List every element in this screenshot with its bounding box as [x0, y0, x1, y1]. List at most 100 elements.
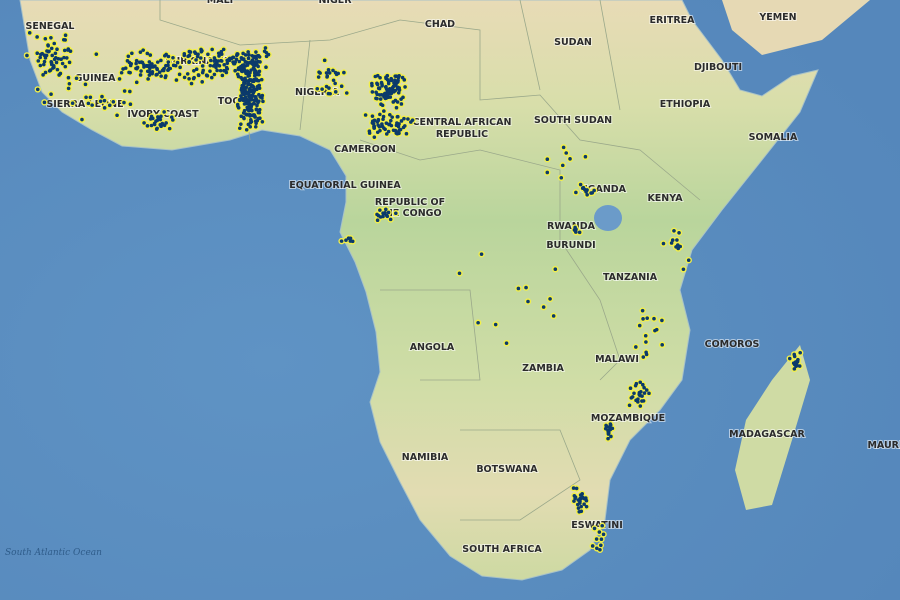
data-point[interactable]	[402, 78, 407, 82]
data-point[interactable]	[159, 74, 163, 78]
data-point[interactable]	[575, 502, 580, 507]
data-point[interactable]	[221, 47, 226, 52]
data-point[interactable]	[225, 61, 230, 66]
data-point[interactable]	[54, 60, 59, 65]
data-point[interactable]	[599, 537, 604, 541]
data-point[interactable]	[52, 41, 57, 46]
data-point[interactable]	[553, 267, 558, 271]
data-point[interactable]	[640, 308, 645, 313]
data-point[interactable]	[189, 81, 194, 86]
data-point[interactable]	[375, 96, 379, 101]
data-point[interactable]	[171, 55, 175, 60]
data-point[interactable]	[142, 121, 146, 125]
data-point[interactable]	[42, 59, 47, 64]
data-point[interactable]	[568, 157, 572, 161]
data-point[interactable]	[601, 532, 606, 537]
data-point[interactable]	[245, 63, 250, 67]
data-point[interactable]	[188, 50, 193, 54]
data-point[interactable]	[58, 71, 63, 76]
data-point[interactable]	[395, 115, 400, 119]
data-point[interactable]	[390, 115, 394, 119]
data-point[interactable]	[157, 70, 162, 75]
data-point[interactable]	[339, 84, 344, 89]
data-point[interactable]	[100, 94, 104, 99]
data-point[interactable]	[642, 385, 646, 390]
data-point[interactable]	[594, 537, 599, 541]
data-point[interactable]	[630, 395, 635, 399]
data-point[interactable]	[401, 95, 405, 100]
data-point[interactable]	[372, 135, 377, 139]
data-point[interactable]	[134, 61, 138, 66]
data-point[interactable]	[639, 389, 643, 394]
data-point[interactable]	[652, 316, 656, 321]
data-point[interactable]	[198, 56, 203, 60]
data-point[interactable]	[59, 57, 63, 61]
data-point[interactable]	[257, 107, 262, 112]
data-point[interactable]	[42, 100, 47, 105]
data-point[interactable]	[61, 37, 66, 42]
data-point[interactable]	[372, 126, 376, 130]
data-point[interactable]	[388, 112, 392, 117]
data-point[interactable]	[250, 89, 254, 94]
data-point[interactable]	[582, 502, 586, 506]
data-point[interactable]	[574, 190, 578, 195]
data-point[interactable]	[370, 90, 375, 94]
data-point[interactable]	[200, 48, 204, 53]
data-point[interactable]	[606, 436, 610, 441]
data-point[interactable]	[43, 70, 48, 75]
data-point[interactable]	[66, 48, 70, 52]
data-point[interactable]	[326, 91, 331, 96]
data-point[interactable]	[632, 391, 636, 396]
data-point[interactable]	[171, 118, 175, 122]
data-point[interactable]	[200, 80, 204, 84]
data-point[interactable]	[98, 99, 103, 104]
data-point[interactable]	[128, 63, 133, 68]
data-point[interactable]	[402, 116, 406, 121]
data-point[interactable]	[548, 297, 552, 301]
data-point[interactable]	[590, 544, 595, 548]
data-point[interactable]	[255, 103, 259, 108]
data-point[interactable]	[155, 118, 160, 122]
data-point[interactable]	[392, 81, 396, 85]
data-point[interactable]	[222, 62, 226, 67]
data-point[interactable]	[403, 85, 407, 89]
data-point[interactable]	[219, 59, 224, 63]
data-point[interactable]	[577, 230, 582, 235]
data-point[interactable]	[327, 71, 332, 75]
data-point[interactable]	[253, 95, 258, 99]
data-point[interactable]	[396, 78, 400, 83]
data-point[interactable]	[599, 543, 603, 548]
data-point[interactable]	[606, 430, 611, 435]
data-point[interactable]	[579, 504, 583, 509]
data-point[interactable]	[384, 132, 389, 136]
data-point[interactable]	[342, 70, 346, 75]
data-point[interactable]	[130, 51, 134, 56]
data-point[interactable]	[220, 73, 225, 78]
data-point[interactable]	[200, 64, 205, 68]
data-point[interactable]	[128, 102, 133, 107]
data-point[interactable]	[638, 404, 643, 408]
data-point[interactable]	[213, 58, 218, 63]
data-point[interactable]	[235, 52, 239, 56]
data-point[interactable]	[241, 115, 246, 120]
data-point[interactable]	[182, 53, 187, 58]
data-point[interactable]	[90, 103, 94, 107]
data-point[interactable]	[592, 188, 596, 193]
data-point[interactable]	[541, 305, 546, 309]
data-point[interactable]	[62, 55, 66, 60]
data-point[interactable]	[235, 72, 240, 77]
data-point[interactable]	[261, 99, 265, 104]
data-point[interactable]	[331, 68, 335, 73]
data-point[interactable]	[384, 121, 389, 125]
data-point[interactable]	[250, 61, 255, 66]
data-point[interactable]	[55, 67, 60, 72]
data-point[interactable]	[242, 79, 246, 83]
data-point[interactable]	[564, 151, 569, 155]
data-point[interactable]	[246, 81, 251, 86]
data-point[interactable]	[226, 58, 231, 62]
data-point[interactable]	[243, 53, 248, 57]
data-point[interactable]	[252, 101, 256, 106]
data-point[interactable]	[584, 504, 589, 509]
data-point[interactable]	[253, 70, 258, 74]
data-point[interactable]	[139, 69, 143, 73]
